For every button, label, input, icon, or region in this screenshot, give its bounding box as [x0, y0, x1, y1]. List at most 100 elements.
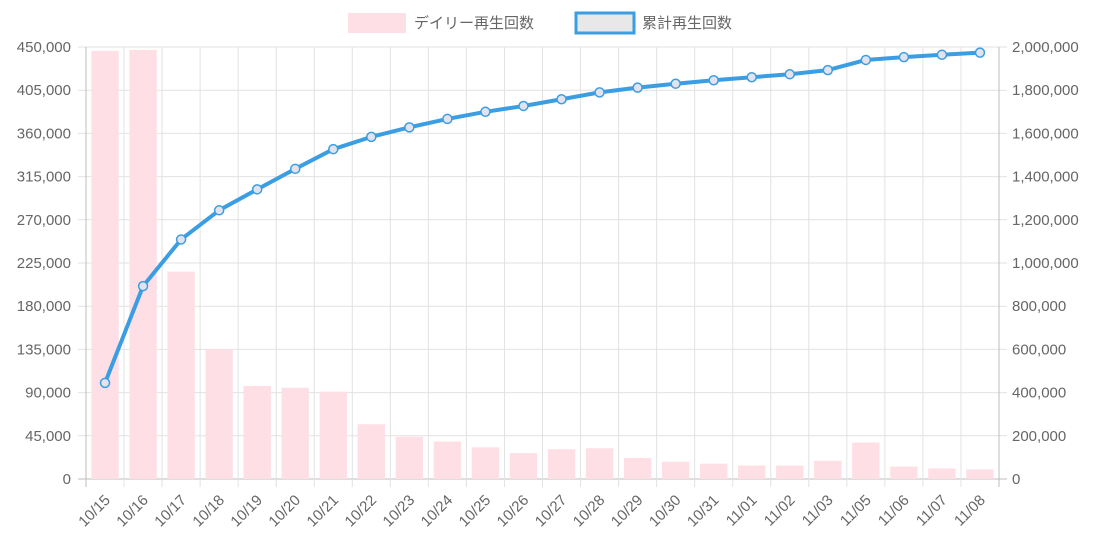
daily-bar [281, 387, 309, 479]
y-left-tick-label: 90,000 [25, 385, 71, 402]
legend-label-daily[interactable]: デイリー再生回数 [414, 14, 534, 32]
cumulative-point [213, 205, 225, 216]
cumulative-point [898, 51, 910, 63]
y-right-tick-label: 0 [1012, 471, 1020, 488]
daily-bar [167, 271, 195, 479]
x-tick-label: 11/02 [761, 492, 799, 530]
x-tick-label: 10/21 [304, 492, 343, 531]
y-left-tick-label: 360,000 [17, 125, 71, 142]
x-tick-label: 10/29 [608, 492, 647, 531]
cumulative-line [99, 47, 986, 389]
cumulative-point [404, 122, 415, 133]
y-left-tick-label: 180,000 [17, 298, 71, 315]
x-tick-label: 10/22 [342, 492, 381, 531]
x-tick-label: 10/16 [113, 492, 152, 531]
cumulative-point [99, 377, 111, 389]
daily-bar [129, 49, 157, 479]
x-tick-label: 10/20 [265, 492, 304, 531]
cumulative-point [175, 234, 187, 245]
cumulative-point [442, 113, 453, 125]
cumulative-point [784, 68, 796, 80]
y-right-tick-label: 200,000 [1012, 428, 1066, 445]
y-left-tick-label: 45,000 [25, 428, 71, 445]
daily-bar [623, 457, 652, 479]
daily-bar [205, 349, 233, 479]
cumulative-point [366, 131, 377, 143]
cumulative-point [936, 49, 948, 61]
x-tick-label: 10/30 [646, 492, 685, 531]
cumulative-series-line [103, 50, 982, 385]
legend-label-cumulative[interactable]: 累計再生回数 [642, 14, 732, 32]
y-left-tick-label: 405,000 [17, 82, 71, 99]
cumulative-point [289, 163, 301, 175]
y-right-tick-label: 2,000,000 [1012, 39, 1079, 56]
x-tick-label: 11/08 [951, 492, 989, 530]
y-left-tick-label: 450,000 [17, 39, 71, 56]
cumulative-point [556, 94, 567, 105]
x-tick-label: 10/25 [456, 492, 495, 531]
y-right-tick-label: 1,600,000 [1012, 125, 1079, 142]
daily-bar [547, 449, 576, 479]
cumulative-point [328, 143, 339, 155]
x-tick-label: 11/06 [875, 492, 913, 530]
cumulative-point [594, 87, 605, 98]
daily-bar [433, 441, 462, 479]
chart-legend[interactable]: デイリー再生回数 累計再生回数 [348, 11, 732, 35]
cumulative-point [708, 75, 719, 86]
x-tick-label: 10/17 [151, 492, 190, 531]
cumulative-point [974, 47, 986, 58]
daily-bar [243, 385, 271, 479]
daily-bar [319, 391, 347, 479]
legend-swatch-cumulative[interactable] [574, 11, 636, 35]
daily-bar [738, 465, 766, 479]
daily-bar [509, 453, 538, 479]
cumulative-point [860, 54, 872, 66]
cumulative-point [480, 106, 491, 118]
x-tick-label: 11/05 [837, 492, 875, 530]
y-right-tick-label: 1,800,000 [1012, 82, 1079, 99]
daily-bar [471, 447, 500, 479]
daily-bar [852, 442, 880, 479]
x-tick-label: 10/15 [75, 492, 114, 531]
chart-grid [78, 46, 1007, 487]
cumulative-point [251, 184, 263, 195]
y-left-tick-label: 0 [63, 471, 71, 488]
cumulative-point [670, 78, 681, 89]
daily-bar [91, 50, 119, 480]
x-tick-label: 10/26 [494, 492, 533, 531]
daily-bar [890, 466, 918, 479]
daily-bar [966, 469, 994, 479]
y-left-tick-label: 315,000 [17, 169, 71, 186]
y-left-tick-label: 135,000 [17, 341, 71, 358]
x-tick-label: 10/18 [189, 492, 228, 531]
cumulative-point [822, 64, 834, 76]
x-tick-label: 10/23 [380, 492, 419, 531]
y-left-tick-label: 270,000 [17, 212, 71, 229]
daily-bar [357, 424, 386, 479]
y-right-tick-label: 1,200,000 [1012, 212, 1079, 229]
x-tick-label: 11/03 [799, 492, 837, 530]
x-tick-label: 10/24 [418, 492, 457, 531]
cumulative-point [518, 100, 529, 112]
cumulative-point [137, 280, 149, 292]
daily-bar [585, 448, 614, 479]
y-right-tick-label: 1,400,000 [1012, 169, 1079, 186]
y-right-tick-label: 800,000 [1012, 298, 1066, 315]
daily-bar [699, 463, 728, 479]
daily-bar [395, 436, 424, 479]
x-tick-label: 10/28 [570, 492, 609, 531]
x-tick-label: 10/27 [532, 492, 571, 531]
daily-bar [928, 468, 956, 479]
y-right-tick-label: 1,000,000 [1012, 255, 1079, 272]
x-tick-label: 11/07 [913, 492, 951, 530]
cumulative-point [632, 82, 643, 93]
x-tick-label: 10/19 [227, 492, 266, 531]
y-left-tick-label: 225,000 [17, 255, 71, 272]
cumulative-point [746, 71, 757, 83]
y-right-tick-label: 600,000 [1012, 341, 1066, 358]
daily-bar [661, 461, 690, 479]
daily-bars [91, 49, 994, 480]
y-right-tick-label: 400,000 [1012, 385, 1066, 402]
legend-swatch-daily[interactable] [348, 13, 406, 33]
x-tick-label: 11/01 [723, 492, 761, 530]
